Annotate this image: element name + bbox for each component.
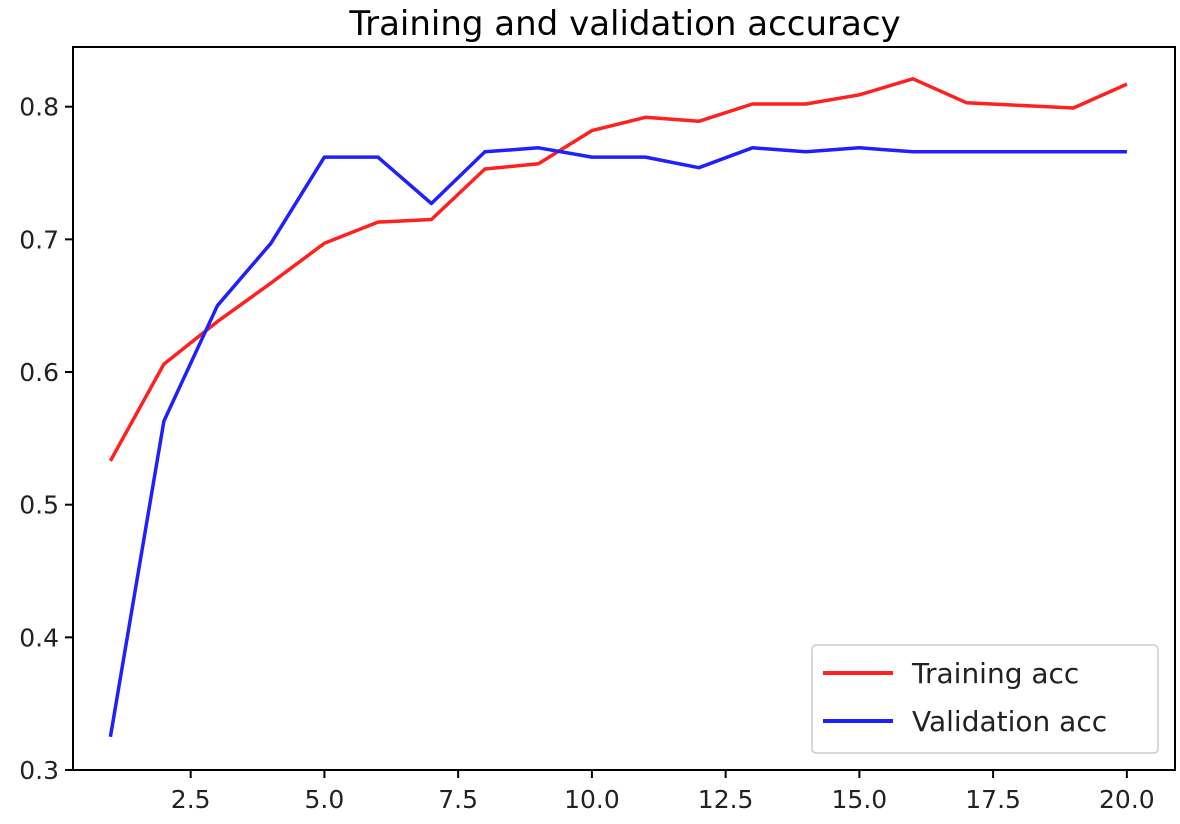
y-tick-label: 0.6 (19, 358, 59, 387)
x-tick-label: 5.0 (305, 785, 345, 814)
x-axis: 2.5 5.0 7.5 10.0 12.5 15.0 17.5 20.0 (171, 770, 1155, 814)
x-tick-label: 2.5 (171, 785, 211, 814)
x-tick-label: 7.5 (438, 785, 478, 814)
y-tick-label: 0.8 (19, 93, 59, 122)
series-lines (108, 77, 1128, 738)
legend-label-training-acc: Training acc (911, 657, 1079, 690)
chart-title: Training and validation accuracy (348, 4, 900, 44)
y-tick-label: 0.7 (19, 225, 59, 254)
legend-label-validation-acc: Validation acc (912, 705, 1107, 738)
legend: Training acc Validation acc (811, 644, 1159, 754)
y-tick-label: 0.3 (19, 756, 59, 785)
plot-frame (72, 46, 1176, 771)
x-tick-label: 20.0 (1099, 785, 1155, 814)
y-tick-label: 0.4 (19, 623, 59, 652)
x-tick-label: 15.0 (832, 785, 888, 814)
legend-box (811, 644, 1159, 754)
series-line-validation-acc (108, 146, 1127, 738)
x-tick-label: 10.0 (564, 785, 620, 814)
y-tick-label: 0.5 (19, 491, 59, 520)
x-tick-label: 12.5 (698, 785, 754, 814)
y-axis: 0.3 0.4 0.5 0.6 0.7 0.8 (19, 93, 73, 785)
series-line-training-acc (108, 77, 1128, 462)
x-tick-label: 17.5 (965, 785, 1021, 814)
